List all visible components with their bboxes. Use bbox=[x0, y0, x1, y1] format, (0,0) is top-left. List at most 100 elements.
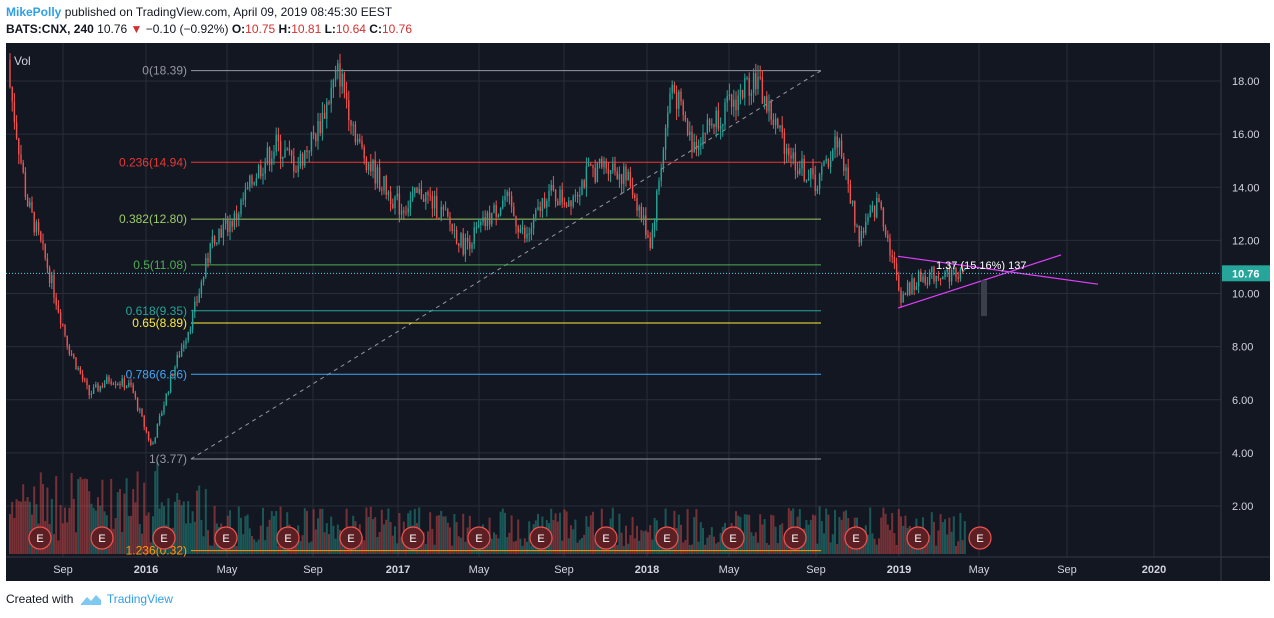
tradingview-logo-icon[interactable] bbox=[80, 594, 102, 606]
candle-body bbox=[275, 134, 277, 152]
pattern-upper-line[interactable] bbox=[897, 255, 1099, 285]
volume-bar bbox=[556, 521, 559, 554]
candle-body bbox=[517, 226, 519, 233]
candle-body bbox=[535, 209, 537, 218]
candle-body bbox=[136, 397, 139, 411]
volume-bar bbox=[563, 509, 566, 554]
earnings-marker[interactable] bbox=[906, 526, 930, 550]
volume-bar bbox=[53, 534, 55, 554]
volume-bar bbox=[180, 505, 183, 554]
volume-bar bbox=[123, 493, 126, 554]
volume-bar bbox=[22, 484, 25, 554]
volume-bar bbox=[405, 545, 407, 554]
candle-body bbox=[539, 207, 541, 211]
price-axis[interactable]: 18.00 16.00 14.00 12.00 10.00 8.00 6.00 4.00 2.0… bbox=[6, 76, 1270, 513]
candle-body bbox=[150, 440, 152, 445]
volume-bar bbox=[633, 538, 636, 554]
candle-body bbox=[46, 258, 49, 269]
candle-body bbox=[33, 211, 35, 233]
candle-body bbox=[658, 180, 660, 191]
volume-bar bbox=[64, 507, 66, 554]
candle-body bbox=[431, 196, 434, 209]
time-axis[interactable]: Sep 2016 May Sep 2017 May Sep 2018 May Sep 2019 May… bbox=[53, 564, 1166, 576]
candle-body bbox=[436, 195, 438, 218]
volume-bar bbox=[882, 507, 885, 554]
earnings-marker[interactable] bbox=[90, 526, 114, 550]
volume-bar bbox=[145, 515, 148, 554]
candle-body bbox=[328, 101, 330, 104]
earnings-marker[interactable] bbox=[28, 526, 52, 550]
fibonacci-retracement[interactable]: 0(18.39) 0.236(14.94) 0.382(12.80) 0.5(11.0… bbox=[119, 64, 822, 558]
pattern-lower-line[interactable] bbox=[897, 254, 1062, 309]
earnings-marker[interactable] bbox=[783, 526, 807, 550]
candle-body bbox=[816, 188, 819, 192]
volume-bar bbox=[774, 526, 777, 554]
candle-body bbox=[361, 141, 363, 148]
candle-body bbox=[693, 142, 695, 153]
earnings-marker-label: E bbox=[409, 533, 416, 545]
candle-body bbox=[433, 195, 436, 209]
earnings-marker[interactable] bbox=[467, 526, 491, 550]
earnings-marker[interactable] bbox=[214, 526, 238, 550]
earnings-marker[interactable] bbox=[401, 526, 425, 550]
candle-body bbox=[398, 193, 401, 215]
volume-bar bbox=[39, 472, 42, 554]
candle-body bbox=[651, 229, 654, 248]
candle-body bbox=[499, 207, 502, 215]
candle-body bbox=[697, 145, 700, 150]
tradingview-link[interactable]: TradingView bbox=[106, 592, 173, 606]
volume-bar bbox=[578, 539, 581, 554]
earnings-marker[interactable] bbox=[721, 526, 745, 550]
volume-bar bbox=[66, 522, 69, 554]
fib-level-label: 0.5(11.08) bbox=[133, 258, 187, 272]
candle-body bbox=[794, 152, 797, 171]
candle-body bbox=[266, 147, 269, 163]
candle-body bbox=[372, 159, 374, 172]
candle-body bbox=[301, 153, 304, 166]
measure-bar[interactable] bbox=[981, 280, 987, 317]
volume-bar bbox=[59, 504, 62, 554]
triangle-pattern[interactable]: 1.37 (15.16%) 137 bbox=[897, 254, 1099, 317]
candle-body bbox=[783, 132, 786, 154]
earnings-marker[interactable] bbox=[594, 526, 618, 550]
candle-body bbox=[165, 393, 167, 406]
candle-body bbox=[194, 301, 196, 313]
author-name[interactable]: MikePolly bbox=[6, 5, 62, 19]
earnings-marker[interactable] bbox=[152, 526, 176, 550]
volume-bar bbox=[622, 545, 625, 554]
volume-bar bbox=[262, 507, 264, 554]
symbol-label[interactable]: BATS:CNX, 240 bbox=[6, 22, 94, 36]
earnings-marker[interactable] bbox=[339, 526, 363, 550]
earnings-marker[interactable] bbox=[844, 526, 868, 550]
candle-body bbox=[37, 222, 40, 232]
price-chart[interactable]: 0(18.39) 0.236(14.94) 0.382(12.80) 0.5(11.0… bbox=[6, 43, 1270, 581]
candle-body bbox=[224, 218, 227, 224]
candle-body bbox=[81, 373, 84, 380]
candle-body bbox=[79, 368, 82, 374]
volume-bar bbox=[24, 501, 27, 554]
volume-bar bbox=[259, 525, 262, 554]
candle-body bbox=[772, 119, 775, 125]
candle-body bbox=[315, 134, 317, 142]
volume-bar bbox=[550, 508, 553, 554]
candle-body bbox=[552, 184, 555, 190]
candle-body bbox=[937, 276, 940, 279]
earnings-marker[interactable] bbox=[276, 526, 300, 550]
volume-bar bbox=[653, 517, 656, 554]
volume-bar bbox=[902, 525, 905, 554]
candle-body bbox=[581, 180, 583, 195]
candle-body bbox=[865, 221, 867, 233]
candle-body bbox=[823, 161, 825, 167]
volume-bar bbox=[400, 536, 403, 554]
earnings-marker[interactable] bbox=[655, 526, 679, 550]
candle-body bbox=[392, 203, 394, 209]
volume-bar bbox=[178, 499, 181, 554]
time-tick: 2019 bbox=[887, 564, 911, 576]
volume-bar bbox=[204, 488, 207, 554]
volume-bar bbox=[842, 511, 845, 554]
candle-body bbox=[726, 95, 728, 103]
volume-bar bbox=[807, 524, 810, 554]
volume-bar bbox=[702, 527, 704, 554]
earnings-marker[interactable] bbox=[968, 526, 992, 550]
earnings-marker[interactable] bbox=[529, 526, 553, 550]
